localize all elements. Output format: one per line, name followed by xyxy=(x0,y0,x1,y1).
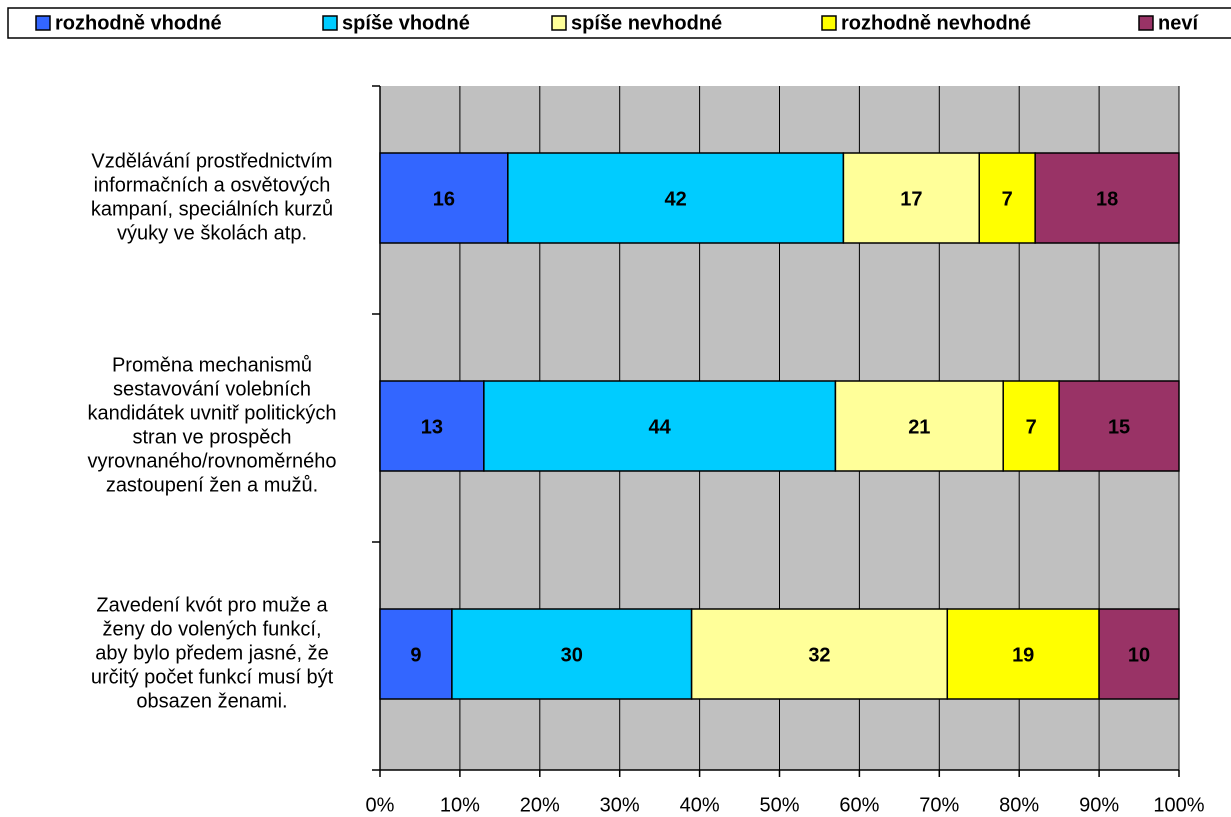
category-label: zastoupení žen a mužů. xyxy=(106,474,318,496)
bar-segment xyxy=(978,152,1036,244)
legend-swatch xyxy=(551,15,567,31)
x-tick-label: 30% xyxy=(600,794,640,816)
legend-label: rozhodně vhodné xyxy=(55,12,222,34)
x-tick-label: 10% xyxy=(440,794,480,816)
legend-swatch xyxy=(821,15,837,31)
x-tick-label: 60% xyxy=(839,794,879,816)
bar-segment xyxy=(379,152,509,244)
data-label: 7 xyxy=(1026,416,1037,438)
data-label: 18 xyxy=(1096,188,1118,210)
category-label: určitý počet funkcí musí být xyxy=(91,666,334,688)
legend-label: rozhodně nevhodné xyxy=(841,12,1031,34)
bar-segment xyxy=(1002,380,1060,472)
legend-swatch xyxy=(35,15,51,31)
bar-segment xyxy=(690,608,949,700)
data-label: 44 xyxy=(649,416,672,438)
x-tick-label: 90% xyxy=(1079,794,1119,816)
data-label: 30 xyxy=(561,644,583,666)
x-tick-label: 40% xyxy=(680,794,720,816)
category-label: Zavedení kvót pro muže a xyxy=(96,594,328,616)
bar-segment xyxy=(451,608,693,700)
x-tick-label: 100% xyxy=(1153,794,1204,816)
legend-swatch xyxy=(1138,15,1154,31)
category-label: obsazen ženami. xyxy=(136,690,287,712)
bar-segment xyxy=(842,152,980,244)
category-label: výuky ve školách atp. xyxy=(117,222,307,244)
x-tick-label: 50% xyxy=(759,794,799,816)
legend-label: neví xyxy=(1158,12,1199,34)
data-label: 42 xyxy=(665,188,687,210)
bar-segment xyxy=(1058,380,1180,472)
category-label: informačních a osvětových xyxy=(94,174,331,196)
bar-segment xyxy=(1034,152,1180,244)
category-label: kampaní, speciálních kurzů xyxy=(91,198,333,220)
data-label: 16 xyxy=(433,188,455,210)
x-tick-label: 80% xyxy=(999,794,1039,816)
category-label: aby bylo předem jasné, že xyxy=(95,642,328,664)
x-tick-label: 20% xyxy=(520,794,560,816)
x-tick-label: 0% xyxy=(366,794,395,816)
category-label: Proměna mechanismů xyxy=(112,354,312,376)
legend-swatch xyxy=(322,15,338,31)
category-label: vyrovnaného/rovnoměrného xyxy=(87,450,336,472)
data-label: 32 xyxy=(808,644,830,666)
data-label: 13 xyxy=(421,416,443,438)
legend-label: spíše nevhodné xyxy=(571,12,722,34)
category-label: sestavování volebních xyxy=(113,378,311,400)
category-label: kandidátek uvnitř politických xyxy=(87,402,336,424)
x-tick-label: 70% xyxy=(919,794,959,816)
data-label: 21 xyxy=(908,416,930,438)
legend-label: spíše vhodné xyxy=(342,12,470,34)
bar-segment xyxy=(379,608,453,700)
data-label: 7 xyxy=(1002,188,1013,210)
bar-segment xyxy=(834,380,1004,472)
category-label: Vzdělávání prostřednictvím xyxy=(91,150,332,172)
data-label: 15 xyxy=(1108,416,1130,438)
data-label: 19 xyxy=(1012,644,1034,666)
category-label: ženy do volených funkcí, xyxy=(102,618,321,640)
data-label: 9 xyxy=(410,644,421,666)
bar-segment xyxy=(1098,608,1180,700)
category-label: stran ve prospěch xyxy=(133,426,292,448)
data-label: 10 xyxy=(1128,644,1150,666)
legend-box xyxy=(7,7,1231,39)
bar-segment xyxy=(507,152,845,244)
bar-segment xyxy=(483,380,837,472)
data-label: 17 xyxy=(900,188,922,210)
